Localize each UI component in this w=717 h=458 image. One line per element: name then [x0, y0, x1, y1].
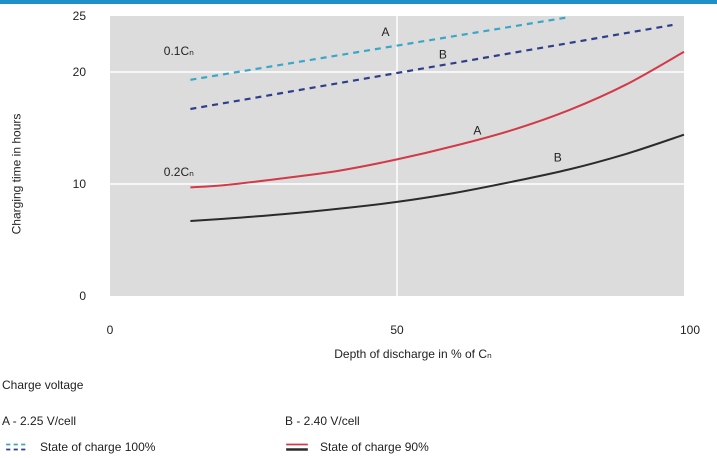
annotation-label: 0.1Cₙ: [164, 44, 194, 58]
chart-area: 0 10 20 25 0 50 100 A B A B 0.1Cₙ 0.2Cₙ: [0, 0, 717, 345]
annotation-label: A: [382, 25, 390, 39]
y-axis-label-box: Charging time in hours: [4, 74, 28, 274]
x-axis-label: Depth of discharge in % of Cₙ: [140, 347, 686, 361]
x-tick-label: 50: [390, 323, 404, 337]
x-tick-label: 100: [680, 323, 700, 337]
y-tick-label: 25: [73, 9, 87, 23]
annotation-label: B: [439, 48, 447, 62]
legend-row-100: State of charge 100%: [4, 440, 155, 454]
legend-row-90-text: State of charge 90%: [320, 440, 429, 454]
annotation-label: 0.2Cₙ: [164, 165, 194, 179]
y-axis-label: Charging time in hours: [9, 114, 23, 235]
legend-row-90: State of charge 90%: [284, 440, 429, 454]
legend-row-100-text: State of charge 100%: [40, 440, 155, 454]
solid-swatch-icon: [284, 442, 310, 452]
x-tick-label: 0: [107, 323, 114, 337]
chart-svg: 0 10 20 25 0 50 100 A B A B 0.1Cₙ 0.2Cₙ: [0, 0, 717, 345]
dashed-swatch-icon: [4, 442, 30, 452]
legend: Charge voltage A - 2.25 V/cell B - 2.40 …: [0, 378, 717, 458]
annotation-label: B: [554, 151, 562, 165]
annotation-label: A: [473, 124, 481, 138]
y-tick-label: 0: [79, 289, 86, 303]
legend-a-label: A - 2.25 V/cell: [2, 414, 76, 428]
legend-b-label: B - 2.40 V/cell: [285, 414, 360, 428]
y-tick-label: 10: [73, 177, 87, 191]
legend-title: Charge voltage: [2, 378, 83, 392]
y-tick-label: 20: [73, 65, 87, 79]
